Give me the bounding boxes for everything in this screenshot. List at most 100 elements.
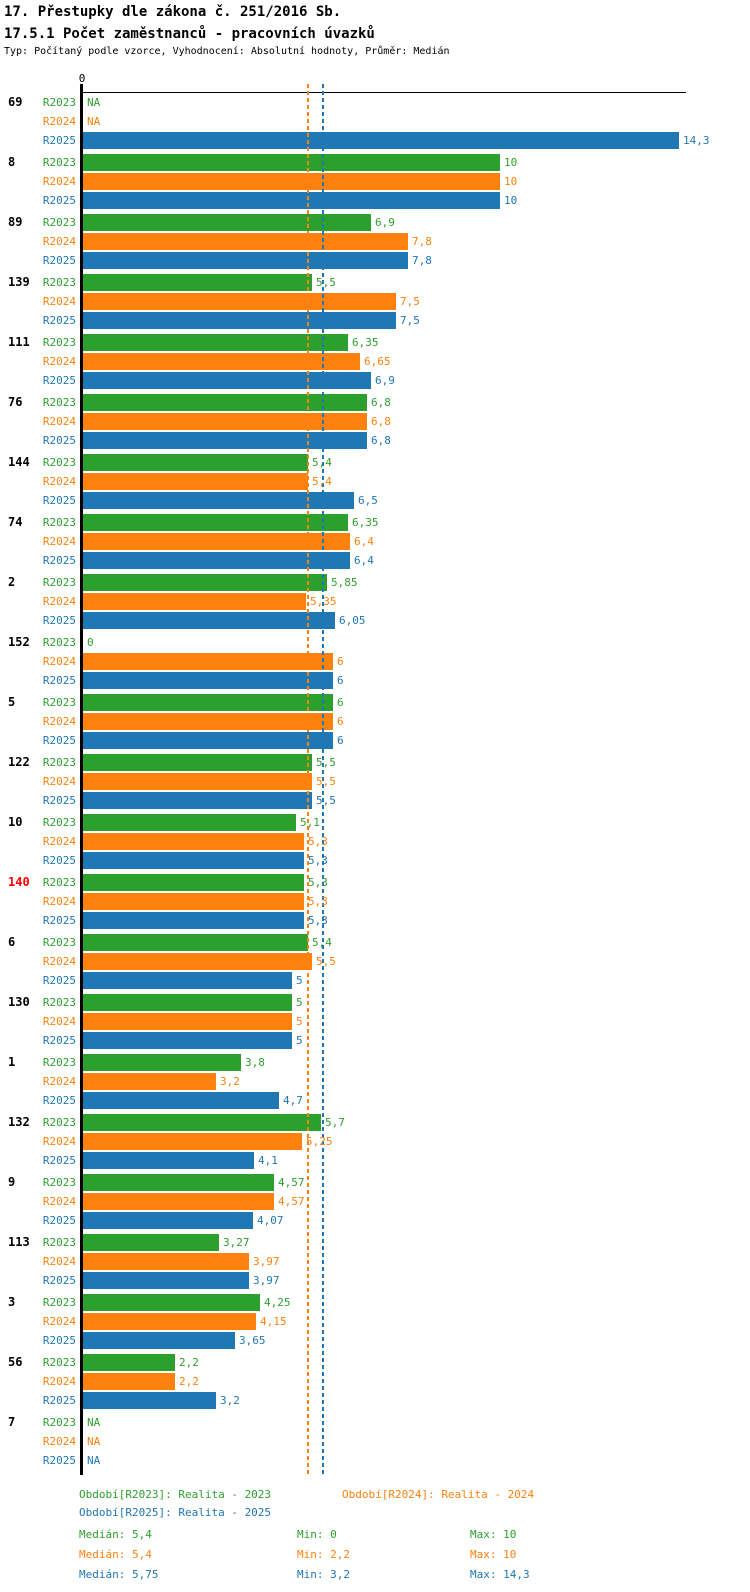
category-label: 76 xyxy=(8,395,23,409)
category-label: 122 xyxy=(8,755,30,769)
series-row-label: R2024 xyxy=(42,775,76,788)
series-row-label: R2025 xyxy=(42,674,76,687)
bar xyxy=(83,1193,274,1210)
bar xyxy=(83,773,312,790)
series-row-label: R2025 xyxy=(42,1454,76,1467)
bar-value-label: 5,35 xyxy=(310,595,337,608)
legend-item-r2023: Období[R2023]: Realita - 2023 xyxy=(79,1488,272,1501)
bar-value-label: 4,57 xyxy=(278,1195,305,1208)
series-row-label: R2025 xyxy=(42,914,76,927)
series-row-label: R2024 xyxy=(42,355,76,368)
bar-value-label: 3,97 xyxy=(253,1255,280,1268)
bar-value-label: 6,9 xyxy=(375,216,395,229)
bar xyxy=(83,1272,249,1289)
bar-value-label: 3,2 xyxy=(220,1075,240,1088)
series-row-label: R2023 xyxy=(42,216,76,229)
bar-value-label: 4,25 xyxy=(264,1296,291,1309)
bar xyxy=(83,874,304,891)
page-subtitle: 17.5.1 Počet zaměstnanců - pracovních úv… xyxy=(4,26,375,42)
series-row-label: R2023 xyxy=(42,876,76,889)
bar xyxy=(83,672,333,689)
category-label: 10 xyxy=(8,815,23,829)
bar xyxy=(83,1332,235,1349)
stat-min-r2023: Min: 0 xyxy=(297,1528,337,1541)
series-row-label: R2025 xyxy=(42,794,76,807)
x-axis-line xyxy=(80,92,686,93)
category-label: 111 xyxy=(8,335,30,349)
bar xyxy=(83,1133,302,1150)
category-label: 6 xyxy=(8,935,16,949)
bar xyxy=(83,852,304,869)
bar xyxy=(83,334,348,351)
series-row-label: R2023 xyxy=(42,936,76,949)
stat-max-r2024: Max: 10 xyxy=(470,1548,517,1561)
bar-value-label: 5,4 xyxy=(312,456,332,469)
bar xyxy=(83,912,304,929)
category-label: 113 xyxy=(8,1235,30,1249)
bar-value-label: 6,8 xyxy=(371,434,391,447)
bar-value-label: 7,5 xyxy=(400,295,420,308)
bar-value-label: 5,7 xyxy=(325,1116,345,1129)
series-row-label: R2023 xyxy=(42,756,76,769)
series-row-label: R2024 xyxy=(42,895,76,908)
stat-max-r2025: Max: 14,3 xyxy=(470,1568,530,1581)
bar xyxy=(83,1313,256,1330)
series-row-label: R2023 xyxy=(42,396,76,409)
series-row-label: R2025 xyxy=(42,854,76,867)
bar xyxy=(83,533,350,550)
bar xyxy=(83,934,308,951)
bar-value-label: 5,3 xyxy=(308,895,328,908)
bar-value-label: NA xyxy=(87,1435,101,1448)
bar xyxy=(83,814,296,831)
legend-item-r2025: Období[R2025]: Realita - 2025 xyxy=(79,1506,272,1519)
series-row-label: R2025 xyxy=(42,614,76,627)
series-row-label: R2023 xyxy=(42,1056,76,1069)
bar xyxy=(83,274,312,291)
bar-value-label: 5,3 xyxy=(308,914,328,927)
bar-value-label: 6,8 xyxy=(371,396,391,409)
bar-value-label: 5,5 xyxy=(316,276,336,289)
series-row-label: R2024 xyxy=(42,235,76,248)
bar-value-label: 5,5 xyxy=(316,756,336,769)
series-row-label: R2025 xyxy=(42,194,76,207)
bar-value-label: 5 xyxy=(296,996,303,1009)
category-label: 1 xyxy=(8,1055,16,1069)
bar xyxy=(83,653,333,670)
series-row-label: R2024 xyxy=(42,715,76,728)
bar-value-label: 14,3 xyxy=(683,134,710,147)
bar xyxy=(83,372,371,389)
bar xyxy=(83,754,312,771)
series-row-label: R2024 xyxy=(42,595,76,608)
series-row-label: R2025 xyxy=(42,494,76,507)
series-row-label: R2023 xyxy=(42,816,76,829)
bar xyxy=(83,252,408,269)
bar-value-label: 6,65 xyxy=(364,355,391,368)
series-row-label: R2024 xyxy=(42,655,76,668)
series-row-label: R2024 xyxy=(42,1375,76,1388)
category-label: 8 xyxy=(8,155,16,169)
series-row-label: R2023 xyxy=(42,336,76,349)
series-row-label: R2024 xyxy=(42,1135,76,1148)
series-row-label: R2024 xyxy=(42,175,76,188)
bar-value-label: 5,25 xyxy=(306,1135,333,1148)
median-reference-line-medi-n-r2024 xyxy=(307,84,309,1475)
series-row-label: R2023 xyxy=(42,516,76,529)
bar xyxy=(83,413,367,430)
series-row-label: R2023 xyxy=(42,276,76,289)
page-title: 17. Přestupky dle zákona č. 251/2016 Sb. xyxy=(4,4,342,20)
series-row-label: R2024 xyxy=(42,1435,76,1448)
series-row-label: R2025 xyxy=(42,1034,76,1047)
series-row-label: R2025 xyxy=(42,314,76,327)
series-row-label: R2023 xyxy=(42,1416,76,1429)
bar-value-label: 6,05 xyxy=(339,614,366,627)
bar-value-label: 5,3 xyxy=(308,835,328,848)
category-label: 3 xyxy=(8,1295,16,1309)
category-label: 144 xyxy=(8,455,30,469)
bar xyxy=(83,293,396,310)
bar-value-label: 3,97 xyxy=(253,1274,280,1287)
category-label: 69 xyxy=(8,95,23,109)
series-row-label: R2025 xyxy=(42,254,76,267)
bar-value-label: 6 xyxy=(337,674,344,687)
bar-value-label: 5,5 xyxy=(316,794,336,807)
bar xyxy=(83,1054,241,1071)
